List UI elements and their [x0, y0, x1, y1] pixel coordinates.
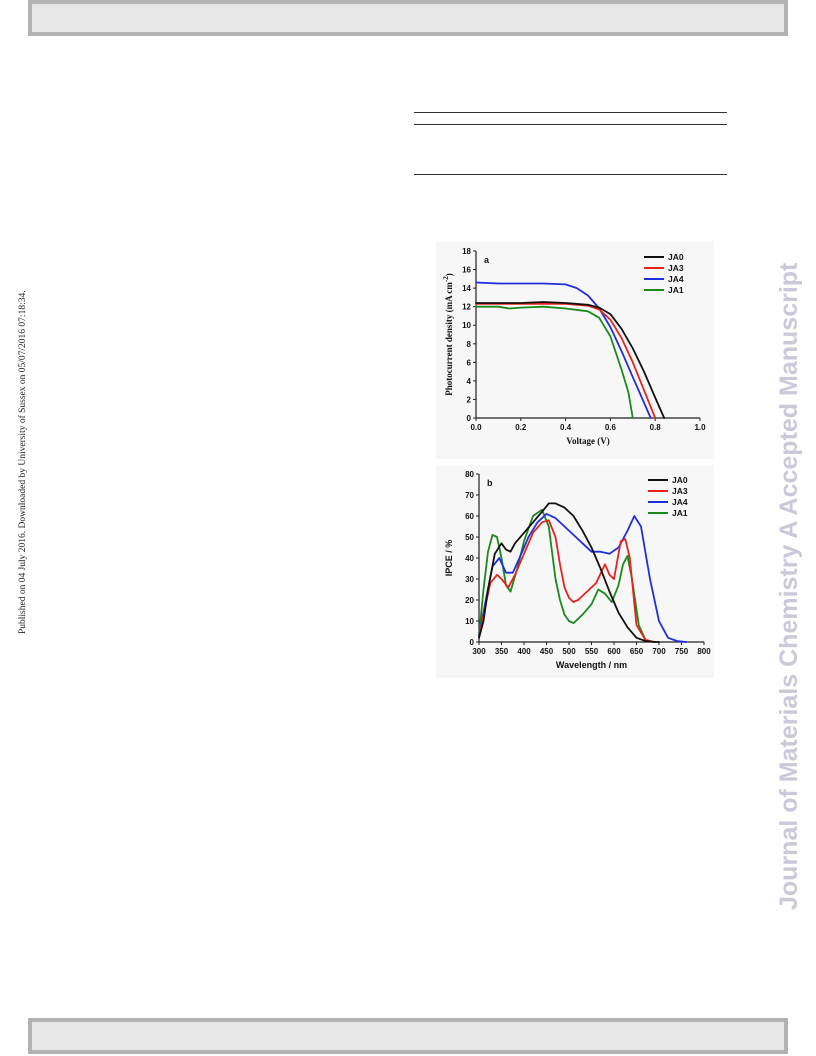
y-tick-label: 6 — [467, 358, 472, 367]
y-tick-label: 80 — [465, 470, 474, 479]
chart-a-axes — [475, 251, 700, 419]
chart-a-background — [436, 241, 714, 459]
chart-a: 0.0 0.2 0.4 0.6 0.8 1.0 0 2 4 6 8 10 12 14 16 18 Voltage… — [442, 247, 706, 446]
table-top-rule — [414, 112, 727, 113]
x-tick-label: 0.4 — [560, 423, 572, 432]
series-line-ja1 — [475, 305, 634, 419]
y-axis-title-end: ) — [444, 273, 454, 276]
legend-label-ja4: JA4 — [668, 274, 684, 284]
y-tick-label: 12 — [462, 303, 471, 312]
y-axis-title: Photocurrent density (mA cm-2) — [442, 273, 454, 395]
header-bar — [28, 0, 788, 36]
chart-b-axes — [478, 474, 704, 643]
legend-label-ja3: JA3 — [672, 486, 688, 496]
y-tick-label: 2 — [467, 395, 472, 404]
x-tick-label: 600 — [607, 647, 621, 656]
y-tick-label: 0 — [467, 414, 472, 423]
x-tick-label: 700 — [652, 647, 666, 656]
x-tick-label: 350 — [495, 647, 509, 656]
y-tick-label: 0 — [470, 638, 475, 647]
legend-label-ja0: JA0 — [672, 475, 688, 485]
x-tick-label: 300 — [472, 647, 486, 656]
y-tick-label: 10 — [465, 617, 474, 626]
x-tick-label: 550 — [585, 647, 599, 656]
chart-b-panel-label: b — [487, 478, 493, 488]
chart-b-background — [436, 465, 714, 678]
y-tick-label: 60 — [465, 512, 474, 521]
legend-label-ja3: JA3 — [668, 263, 684, 273]
x-axis-title: Wavelength / nm — [556, 660, 627, 670]
series-line-ja3 — [475, 302, 657, 419]
x-tick-label: 800 — [697, 647, 711, 656]
x-tick-label: 0.2 — [515, 423, 527, 432]
table-header-rule — [414, 124, 727, 125]
x-tick-label: 1.0 — [694, 423, 706, 432]
legend-label-ja0: JA0 — [668, 252, 684, 262]
footer-bar — [28, 1018, 788, 1054]
x-tick-label: 400 — [517, 647, 531, 656]
y-tick-label: 8 — [467, 340, 472, 349]
y-tick-label: 50 — [465, 533, 474, 542]
y-tick-label: 30 — [465, 575, 474, 584]
y-tick-label: 20 — [465, 596, 474, 605]
table-bottom-rule — [414, 174, 727, 175]
y-axis-title: IPCE / % — [444, 540, 454, 577]
x-tick-label: 500 — [562, 647, 576, 656]
x-tick-label: 750 — [675, 647, 689, 656]
x-tick-label: 650 — [630, 647, 644, 656]
series-line-ja4 — [478, 513, 687, 643]
y-tick-label: 4 — [467, 377, 472, 386]
series-line-ja1 — [478, 508, 654, 643]
chart-b: 300 350 400 450 500 550 600 650 700 750 800 0 10 20 30… — [444, 470, 711, 670]
x-tick-label: 450 — [540, 647, 554, 656]
y-tick-label: 40 — [465, 554, 474, 563]
legend-label-ja1: JA1 — [668, 285, 684, 295]
y-tick-label: 70 — [465, 491, 474, 500]
chart-a-panel-label: a — [484, 255, 490, 265]
series-line-ja0 — [475, 301, 666, 419]
series-line-ja0 — [478, 502, 660, 643]
legend-label-ja4: JA4 — [672, 497, 688, 507]
y-tick-label: 14 — [462, 284, 471, 293]
series-line-ja4 — [475, 281, 652, 419]
y-tick-label: 16 — [462, 266, 471, 275]
x-tick-label: 0.8 — [650, 423, 662, 432]
y-tick-label: 18 — [462, 247, 471, 256]
series-line-ja3 — [478, 519, 656, 643]
x-tick-label: 0.6 — [605, 423, 617, 432]
y-tick-label: 10 — [462, 321, 471, 330]
y-axis-title-superscript: -2 — [442, 276, 450, 282]
download-notice: Published on 04 July 2016. Downloaded by… — [18, 290, 28, 634]
x-axis-title: Voltage (V) — [566, 436, 609, 446]
x-tick-label: 0.0 — [470, 423, 482, 432]
legend-label-ja1: JA1 — [672, 508, 688, 518]
journal-watermark: Journal of Materials Chemistry A Accepte… — [775, 262, 803, 910]
